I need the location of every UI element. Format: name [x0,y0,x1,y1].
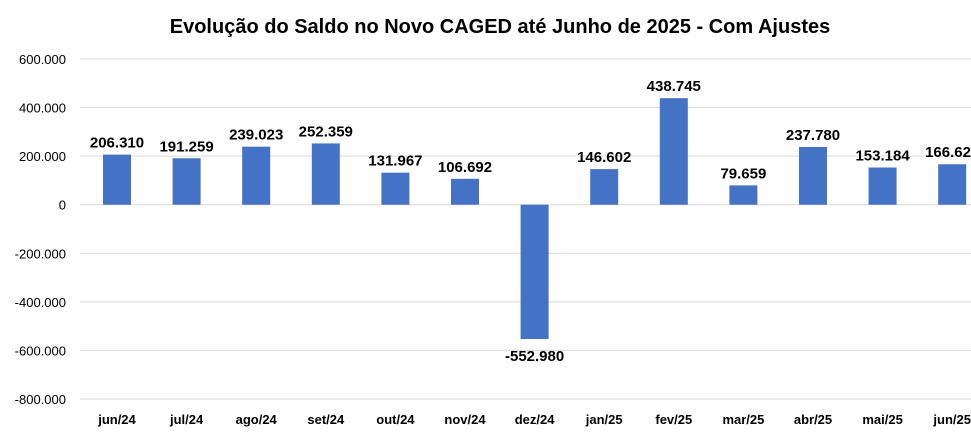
bar [381,172,410,205]
y-tick-label: -200.000 [15,246,66,261]
data-label: 106.692 [438,159,492,176]
data-label: 166.621 [925,144,971,161]
data-label: 131.967 [368,153,422,170]
data-label: 252.359 [299,123,353,140]
x-tick-label: dez/24 [515,412,556,427]
data-label: 438.745 [647,78,701,95]
y-tick-label: 0 [59,198,66,213]
bar [311,143,340,205]
x-tick-label: fev/25 [655,412,692,427]
x-tick-label: mar/25 [722,412,764,427]
y-axis-ticks: 600.000 400.000 200.000 0 -200.000 -400.000 -6… [15,52,66,407]
y-tick-label: -800.000 [15,392,66,407]
bar [242,146,271,205]
bar [799,146,827,205]
x-tick-label: jun/25 [932,412,971,427]
data-label: 191.259 [159,138,213,155]
bar [659,98,688,205]
bar [590,169,619,205]
x-tick-label: ago/24 [236,412,278,427]
bar [451,178,479,205]
y-tick-label: -400.000 [15,295,66,310]
x-tick-label: jan/25 [585,412,623,427]
y-tick-label: 400.000 [19,101,66,116]
y-tick-label: 600.000 [19,52,66,67]
data-label: 239.023 [229,127,283,144]
data-label: 79.659 [720,165,766,182]
x-tick-label: mai/25 [862,412,902,427]
data-label: 153.184 [855,148,910,165]
data-label: 146.602 [577,149,631,166]
chart-title: Evolução do Saldo no Novo CAGED até Junh… [170,16,830,38]
x-tick-label: jul/24 [169,412,204,427]
data-labels: 206.310 191.259 239.023 252.359 131.967 106.6… [90,78,971,365]
x-axis-ticks: jun/24 jul/24 ago/24 set/24 out/24 nov/24 dez/… [97,412,971,427]
x-tick-label: abr/25 [794,412,832,427]
x-tick-label: jun/24 [97,412,136,427]
bar [938,164,967,205]
data-label: 206.310 [90,135,144,152]
y-tick-label: 200.000 [19,149,66,164]
bar [868,167,897,205]
bars [103,98,967,340]
bar [103,154,131,205]
data-label: 237.780 [786,127,840,144]
bar [172,158,201,205]
y-tick-label: -600.000 [15,343,66,358]
bar [520,204,549,340]
data-label: -552.980 [505,348,564,365]
bar [729,185,758,205]
x-tick-label: out/24 [376,412,415,427]
x-tick-label: set/24 [307,412,345,427]
x-tick-label: nov/24 [444,412,486,427]
